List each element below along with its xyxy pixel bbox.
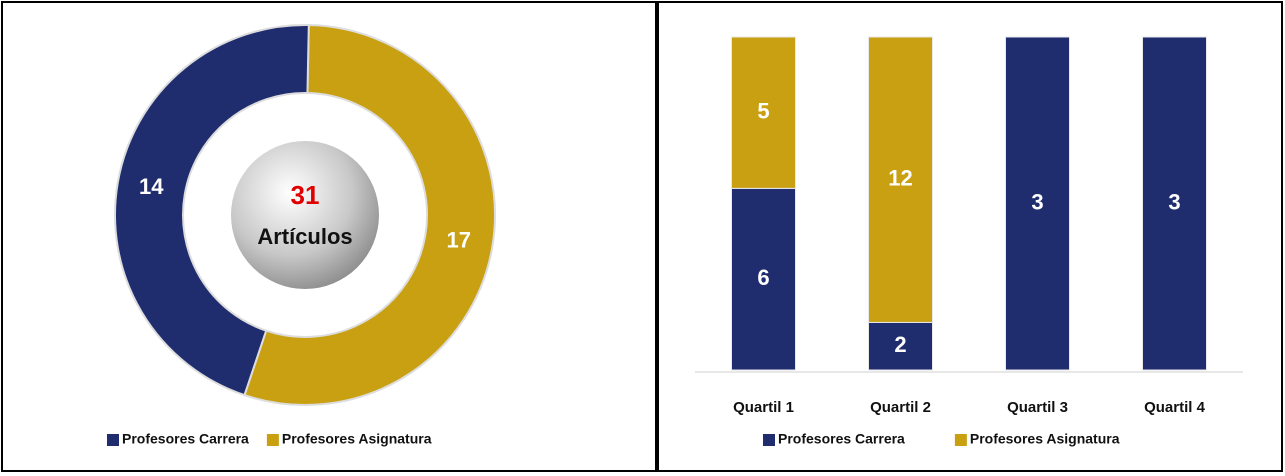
legend-label: Profesores Asignatura: [282, 431, 432, 447]
legend-label: Profesores Carrera: [122, 431, 249, 447]
bar-segment: [868, 321, 933, 371]
x-tick-label: Quartil 2: [870, 399, 931, 416]
legend-label: Profesores Asignatura: [970, 431, 1120, 447]
x-tick-label: Quartil 4: [1144, 399, 1206, 416]
bar-segment: [731, 187, 796, 371]
bar-segment: [868, 36, 933, 323]
slice-label: 17: [446, 228, 470, 253]
legend-swatch: [266, 434, 279, 446]
donut-slice: [114, 24, 310, 397]
bar-label: 2: [894, 332, 906, 357]
bar-segment: [1142, 36, 1207, 371]
bar-segment: [1005, 36, 1070, 371]
center-value: 31: [291, 180, 320, 210]
bar-label: 3: [1031, 189, 1043, 214]
center-label: Artículos: [257, 224, 352, 249]
bar-segment: [731, 36, 796, 189]
legend-swatch: [107, 434, 119, 446]
legend-swatch: [954, 434, 967, 446]
bar-label: 5: [757, 98, 769, 123]
donut-slice: [243, 24, 496, 406]
legend-label: Profesores Carrera: [778, 431, 905, 447]
bar-label: 3: [1168, 189, 1180, 214]
bar-label: 6: [757, 265, 769, 290]
center-sphere: [231, 141, 379, 289]
bar-label: 12: [888, 166, 912, 191]
slice-label: 14: [139, 174, 164, 199]
legend-swatch: [763, 434, 775, 446]
x-tick-label: Quartil 3: [1007, 399, 1068, 416]
x-tick-label: Quartil 1: [733, 399, 794, 416]
